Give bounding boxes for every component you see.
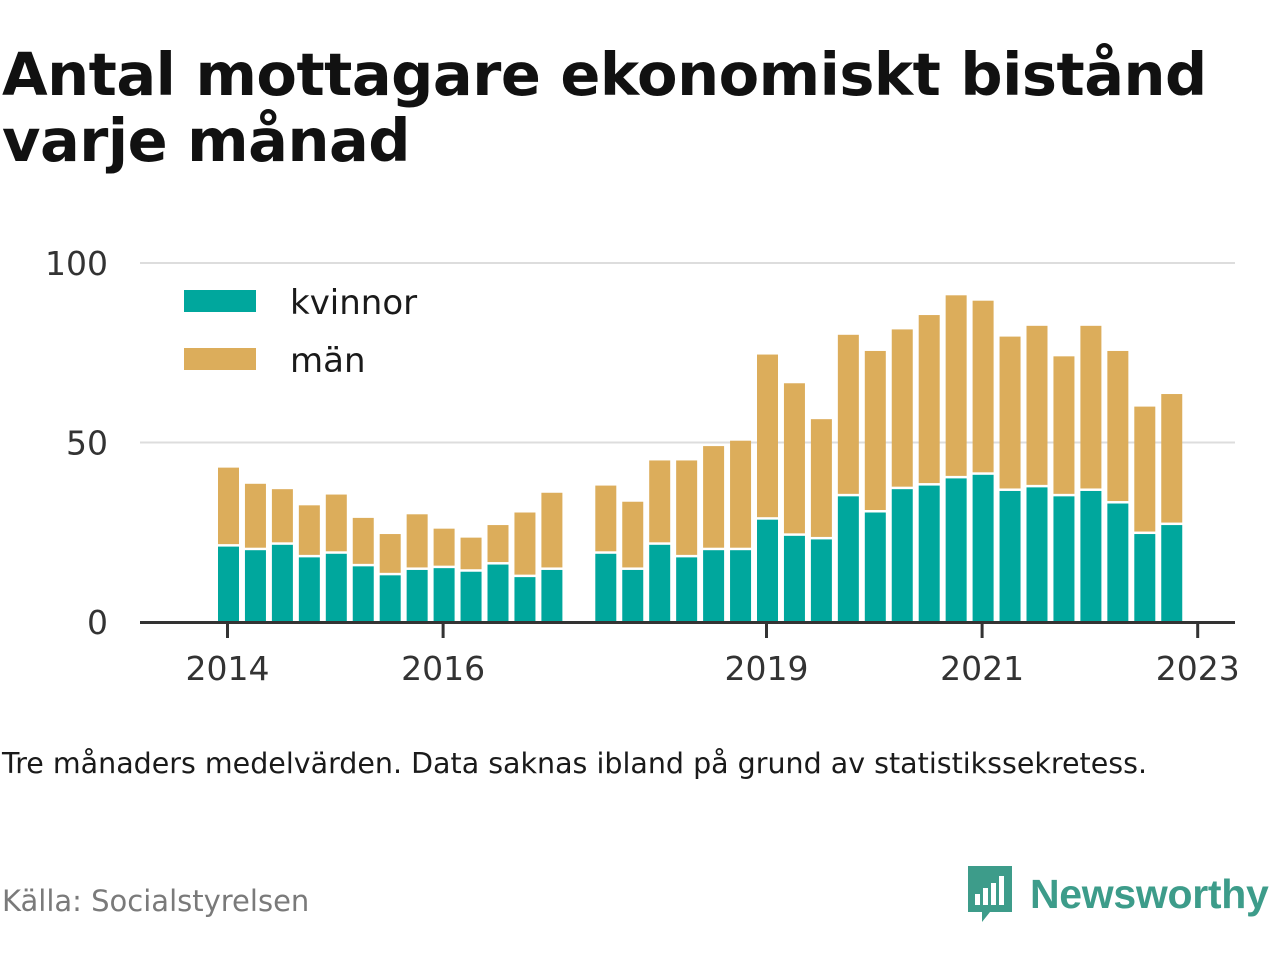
bar-man	[864, 350, 886, 511]
bar-man	[325, 494, 347, 552]
y-tick-label: 0	[87, 603, 108, 642]
bar-kvinnor	[810, 539, 832, 622]
grid-lines	[140, 262, 1235, 444]
legend-label: kvinnor	[290, 283, 417, 323]
bar-kvinnor	[972, 474, 994, 622]
bar-kvinnor	[622, 569, 644, 622]
brand-name: Newsworthy	[1030, 870, 1269, 917]
bar-kvinnor	[433, 568, 455, 622]
bar-man	[352, 517, 374, 564]
bar-man	[541, 492, 563, 568]
bar-kvinnor	[864, 512, 886, 622]
bar-man	[406, 514, 428, 568]
bar-man	[433, 528, 455, 566]
legend-swatch	[184, 348, 256, 370]
bar-man	[244, 483, 266, 548]
source-label: Källa: Socialstyrelsen	[2, 884, 310, 918]
bar-kvinnor	[379, 575, 401, 622]
bar-kvinnor	[703, 550, 725, 622]
axes: 0 50 100 2014 2016 2019 2021 2023	[45, 244, 1240, 688]
bar-man	[218, 467, 239, 545]
bar-man	[676, 460, 698, 555]
bar-kvinnor	[460, 571, 482, 622]
bar-kvinnor	[406, 569, 428, 622]
bar-kvinnor	[1134, 534, 1156, 622]
bar-man	[514, 512, 536, 575]
bar-man	[460, 537, 482, 570]
bar-man	[595, 485, 617, 552]
bar-kvinnor	[1107, 503, 1129, 622]
bar-man	[1161, 394, 1183, 523]
bar-kvinnor	[945, 478, 967, 622]
bar-man	[918, 315, 940, 484]
bar-kvinnor	[1053, 496, 1075, 622]
bar-man	[730, 440, 752, 548]
bar-man	[1053, 356, 1075, 494]
bar-man	[1134, 406, 1156, 532]
bar-kvinnor	[514, 577, 536, 622]
bar-kvinnor	[352, 566, 374, 622]
bar-kvinnor	[837, 496, 859, 622]
bar-man	[837, 334, 859, 494]
bar-man	[271, 489, 293, 543]
bar-man	[1026, 325, 1048, 485]
legend-label: män	[290, 341, 366, 381]
bar-kvinnor	[1026, 487, 1048, 622]
bar-man	[972, 300, 994, 473]
bar-man	[298, 505, 320, 555]
bar-man	[891, 329, 913, 487]
bar-man	[783, 383, 805, 534]
bar-man	[810, 419, 832, 537]
bar-kvinnor	[730, 550, 752, 622]
bar-kvinnor	[649, 544, 671, 622]
bar-man	[945, 295, 967, 476]
bar-kvinnor	[487, 564, 509, 622]
bar-kvinnor	[757, 519, 778, 622]
x-tick-label: 2021	[940, 649, 1024, 688]
x-tick-label: 2023	[1156, 649, 1240, 688]
x-tick-label: 2016	[401, 649, 485, 688]
bar-kvinnor	[918, 485, 940, 622]
x-tick-label: 2019	[725, 649, 809, 688]
x-tick-label: 2014	[186, 649, 270, 688]
legend-swatch	[184, 290, 256, 312]
bar-man	[757, 354, 778, 518]
bar-kvinnor	[541, 569, 563, 622]
bar-man	[649, 460, 671, 543]
chart-note: Tre månaders medelvärden. Data saknas ib…	[2, 747, 1148, 780]
bar-kvinnor	[676, 557, 698, 622]
bar-man	[487, 525, 509, 563]
brand-logo: Newsworthy	[964, 862, 1269, 926]
bar-kvinnor	[271, 544, 293, 622]
chart-title: Antal mottagare ekonomiskt bistånd varje…	[2, 40, 1207, 175]
legend: kvinnor män	[184, 283, 417, 381]
bar-kvinnor	[783, 535, 805, 622]
bar-kvinnor	[244, 550, 266, 622]
newsworthy-logo-icon	[968, 866, 1012, 922]
bar-kvinnor	[218, 546, 239, 622]
bar-man	[379, 534, 401, 573]
bar-kvinnor	[1080, 490, 1102, 622]
bar-man	[1107, 350, 1129, 502]
bar-man	[703, 446, 725, 548]
bar-kvinnor	[1161, 525, 1183, 622]
bars	[218, 295, 1183, 622]
bar-kvinnor	[999, 490, 1021, 622]
bar-kvinnor	[595, 553, 617, 622]
y-tick-label: 50	[66, 424, 108, 463]
bar-man	[1080, 325, 1102, 489]
y-tick-label: 100	[45, 244, 108, 283]
bar-kvinnor	[298, 557, 320, 622]
bar-man	[622, 501, 644, 568]
bar-kvinnor	[891, 489, 913, 622]
bar-man	[999, 336, 1021, 489]
bar-kvinnor	[325, 553, 347, 622]
